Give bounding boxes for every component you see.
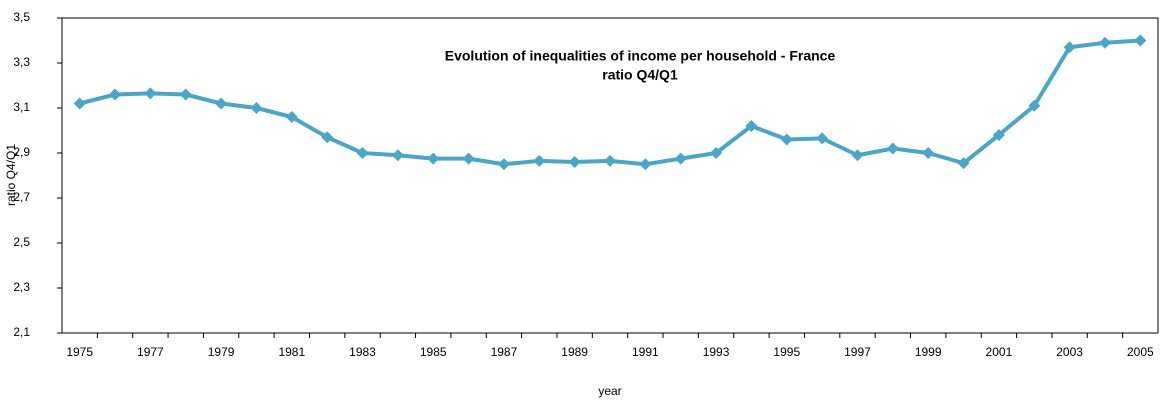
- data-point: [674, 152, 687, 165]
- data-point: [780, 133, 793, 146]
- x-tick-label: 1985: [420, 345, 447, 359]
- y-tick-label: 3,5: [13, 10, 30, 24]
- y-tick-label: 3,1: [13, 100, 30, 114]
- data-point: [356, 147, 369, 159]
- y-tick-label: 2,9: [13, 145, 30, 159]
- x-tick-label: 1997: [844, 345, 871, 359]
- data-point: [73, 97, 86, 110]
- x-tick-label: 1991: [632, 345, 659, 359]
- data-point: [462, 152, 475, 165]
- data-point: [215, 97, 228, 110]
- data-point: [1098, 36, 1111, 49]
- data-point: [109, 88, 122, 101]
- data-point: [886, 142, 899, 155]
- data-point: [639, 158, 652, 171]
- data-point: [922, 147, 935, 159]
- data-point: [710, 147, 723, 159]
- y-axis-label: ratio Q4/Q1: [4, 144, 18, 206]
- plot-area: [61, 17, 1159, 334]
- x-tick-label: 1987: [491, 345, 518, 359]
- x-tick-label: 1995: [773, 345, 800, 359]
- chart-title: Evolution of inequalities of income per …: [445, 48, 836, 64]
- y-tick-label: 2,1: [13, 325, 30, 339]
- y-tick-label: 3,3: [13, 55, 30, 69]
- data-point: [992, 129, 1005, 141]
- x-tick-label: 1979: [208, 345, 235, 359]
- data-point: [285, 111, 298, 123]
- data-point: [321, 131, 334, 144]
- data-point: [851, 149, 864, 162]
- x-tick-label: 1975: [66, 345, 93, 359]
- data-point: [604, 154, 616, 167]
- data-point: [816, 132, 829, 145]
- x-tick-label: 1981: [278, 345, 305, 359]
- data-point: [1063, 41, 1076, 54]
- data-point: [250, 102, 263, 114]
- y-tick-label: 2,7: [13, 190, 30, 204]
- chart-subtitle: ratio Q4/Q1: [602, 67, 678, 83]
- x-tick-label: 1999: [915, 345, 942, 359]
- data-point: [179, 88, 192, 101]
- data-point: [745, 120, 758, 132]
- x-tick-label: 2005: [1127, 345, 1154, 359]
- data-point: [427, 152, 440, 165]
- x-axis-label: year: [598, 384, 621, 398]
- y-tick-label: 2,5: [13, 235, 30, 249]
- data-point: [1134, 34, 1147, 47]
- x-tick-label: 1983: [349, 345, 376, 359]
- x-tick-label: 1977: [137, 345, 164, 359]
- x-tick-label: 2003: [1056, 345, 1083, 359]
- data-point: [533, 154, 546, 167]
- x-tick-label: 2001: [986, 345, 1013, 359]
- data-point: [497, 158, 510, 171]
- data-point: [144, 87, 157, 100]
- x-tick-label: 1989: [561, 345, 588, 359]
- x-tick-label: 1993: [703, 345, 730, 359]
- y-tick-label: 2,3: [13, 280, 30, 294]
- data-point: [391, 149, 404, 162]
- data-point: [1028, 99, 1041, 112]
- data-point: [957, 157, 970, 170]
- data-point: [568, 156, 581, 168]
